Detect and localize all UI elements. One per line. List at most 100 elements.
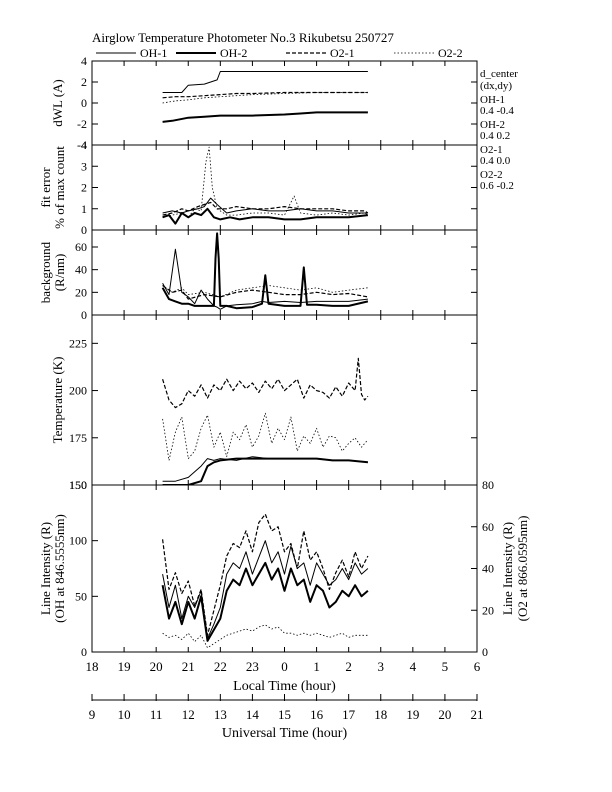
series-oh-2 — [162, 457, 368, 485]
y-axis-title: Temperature (K) — [50, 357, 65, 444]
x-ut-tick-label: 12 — [182, 707, 195, 722]
panel-dwl: -4 -2 0 2 4 dWL (A) — [50, 54, 478, 152]
series-o2-2 — [162, 285, 368, 298]
y-tick-label-right: 80 — [482, 478, 494, 492]
series-oh-2 — [162, 207, 369, 225]
x-local-tick-label: 3 — [378, 659, 385, 674]
x-ut-tick-label: 18 — [374, 707, 387, 722]
chart-title: Airglow Temperature Photometer No.3 Riku… — [92, 30, 394, 45]
panels: -4 -2 0 2 4 dWL (A) 0 1 2 3 4 fit error% of max cou… — [38, 54, 530, 659]
series-oh-1 — [162, 540, 369, 640]
panel-frame — [91, 484, 478, 653]
legend-label-oh-2: OH-2 — [220, 46, 247, 60]
panel-bg: 0 20 40 60 background (R/nm) — [38, 229, 478, 322]
x-local-axis-title: Local Time (hour) — [233, 679, 336, 694]
x-ut-tick-label: 16 — [310, 707, 324, 722]
d-center-line: 0.6 -0.2 — [480, 180, 514, 192]
d-center-line: d_center — [480, 68, 518, 80]
y-tick-label: 150 — [69, 478, 87, 492]
legend: OH-1 OH-2 O2-1 O2-2 — [96, 46, 463, 60]
x-ut-tick-label: 11 — [150, 707, 163, 722]
x-local-tick-label: 0 — [281, 659, 288, 674]
y-tick-label: 20 — [75, 285, 87, 299]
y-tick-label: 175 — [69, 431, 87, 445]
y-axis-title-right-2: (O2 at 866.0595nm) — [515, 516, 530, 622]
y-axis-title: dWL (A) — [50, 79, 65, 127]
series-o2-2 — [162, 92, 368, 104]
y-tick-label: 150 — [69, 478, 87, 492]
y-tick-label: 0 — [81, 223, 87, 237]
y-tick-label-right: 20 — [482, 603, 494, 617]
x-ut-tick-label: 13 — [214, 707, 227, 722]
x-ut-tick-label: 9 — [89, 707, 96, 722]
x-local-tick-label: 19 — [118, 659, 131, 674]
legend-label-o2-2: O2-2 — [438, 46, 463, 60]
legend-label-oh-1: OH-1 — [140, 46, 167, 60]
y-tick-label-right: 0 — [482, 645, 488, 659]
series-o2-1 — [162, 513, 369, 636]
series-o2-1 — [162, 91, 368, 99]
y-axis-title: fit error — [38, 167, 53, 208]
x-local-tick-label: 4 — [410, 659, 417, 674]
y-tick-label: 200 — [69, 384, 87, 398]
x-local-tick-label: 6 — [474, 659, 481, 674]
y-axis-title-2: (OH at 846.5555nm) — [52, 514, 67, 623]
x-ut-tick-label: 21 — [471, 707, 484, 722]
x-ut-tick-label: 19 — [406, 707, 419, 722]
y-tick-label: 2 — [81, 181, 87, 195]
x-ut-tick-label: 10 — [118, 707, 131, 722]
series-o2-1 — [162, 201, 369, 216]
x-local-tick-label: 20 — [150, 659, 163, 674]
y-tick-label-right: 60 — [482, 520, 494, 534]
y-tick-label: 1 — [81, 202, 87, 216]
x-local-tick-label: 23 — [246, 659, 259, 674]
y-axis-title-right: Line Intensity (R) — [500, 522, 515, 615]
y-tick-label: 4 — [81, 54, 87, 68]
x-ut-tick-label: 14 — [246, 707, 260, 722]
x-local-tick-label: 18 — [86, 659, 99, 674]
x-local-tick-label: 2 — [345, 659, 352, 674]
series-oh-2 — [161, 232, 369, 310]
x-local-tick-label: 21 — [182, 659, 195, 674]
y-tick-label: 0 — [81, 645, 87, 659]
d-center-line: 0.4 0.0 — [480, 155, 511, 167]
panel-frame — [91, 144, 478, 231]
y-axis-title: Line Intensity (R) — [38, 522, 53, 615]
panel-temp: 150 175 200 225 Temperature (K) — [50, 314, 478, 492]
y-tick-label: -4 — [77, 138, 87, 152]
series-oh-1 — [162, 71, 368, 93]
series-o2-2 — [162, 624, 368, 649]
y-tick-label: 100 — [69, 534, 87, 548]
d-center-note: d_center(dx,dy) OH-10.4 -0.4 OH-20.4 0.2 O2… — [480, 68, 518, 192]
series-o2-1 — [162, 357, 369, 409]
series-oh-2 — [161, 561, 369, 642]
y-axis-title: background — [38, 241, 53, 303]
d-center-line: OH-1 — [480, 94, 505, 106]
d-center-line: OH-2 — [480, 119, 505, 131]
d-center-line: 0.4 0.2 — [480, 130, 510, 142]
series-o2-2 — [162, 146, 369, 218]
x-local-tick-label: 1 — [313, 659, 320, 674]
y-tick-label: 50 — [75, 589, 87, 603]
y-tick-label: 60 — [75, 240, 87, 254]
d-center-line: O2-2 — [480, 169, 503, 181]
series-o2-2 — [162, 412, 369, 461]
y-axis-title-2: % of max count — [52, 146, 67, 229]
y-tick-label: 0 — [81, 308, 87, 322]
y-tick-label: -2 — [77, 117, 87, 131]
x-ut-tick-label: 17 — [342, 707, 356, 722]
x-ut-tick-label: 15 — [278, 707, 291, 722]
x-local-tick-label: 5 — [442, 659, 449, 674]
y-tick-label: 0 — [81, 96, 87, 110]
x-local-tick-label: 22 — [214, 659, 227, 674]
y-tick-label: 3 — [81, 159, 87, 173]
panel-frame — [91, 229, 478, 316]
y-tick-label-right: 40 — [482, 562, 494, 576]
y-tick-label: 40 — [75, 263, 87, 277]
series-o2-1 — [162, 285, 369, 300]
d-center-line: O2-1 — [480, 144, 503, 156]
d-center-line: (dx,dy) — [480, 80, 512, 92]
x-ut-axis-title: Universal Time (hour) — [222, 726, 348, 741]
